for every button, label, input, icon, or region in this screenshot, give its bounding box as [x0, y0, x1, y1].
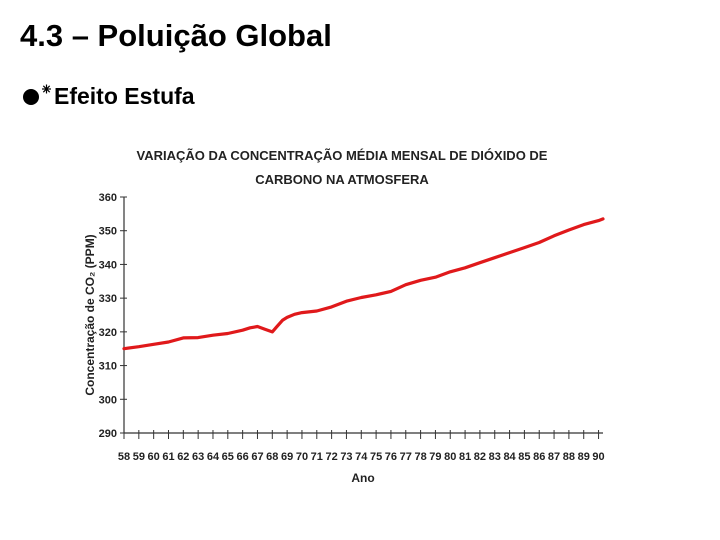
y-tick-label-310: 310 [99, 361, 117, 373]
y-tick-label-350: 350 [99, 226, 117, 238]
x-tick-label-74: 74 [355, 451, 368, 463]
x-tick-label-63: 63 [192, 451, 204, 463]
y-tick-label-340: 340 [99, 259, 117, 271]
x-tick-label-70: 70 [296, 451, 308, 463]
x-tick-label-90: 90 [592, 451, 604, 463]
x-tick-label-65: 65 [222, 451, 234, 463]
x-tick-label-68: 68 [266, 451, 278, 463]
x-tick-label-86: 86 [533, 451, 545, 463]
x-tick-label-89: 89 [578, 451, 590, 463]
x-tick-label-64: 64 [207, 451, 220, 463]
x-tick-label-60: 60 [148, 451, 160, 463]
y-tick-label-360: 360 [99, 192, 117, 204]
x-tick-label-62: 62 [177, 451, 189, 463]
x-tick-label-81: 81 [459, 451, 471, 463]
x-tick-label-84: 84 [503, 451, 516, 463]
y-tick-label-320: 320 [99, 327, 117, 339]
x-tick-label-83: 83 [489, 451, 501, 463]
x-tick-label-67: 67 [251, 451, 263, 463]
x-tick-label-73: 73 [340, 451, 352, 463]
x-tick-label-76: 76 [385, 451, 397, 463]
x-axis-label: Ano [351, 471, 374, 485]
x-tick-label-66: 66 [237, 451, 249, 463]
y-axis-label: Concentração de CO₂ (PPM) [83, 234, 97, 395]
x-tick-label-58: 58 [118, 451, 130, 463]
x-tick-label-87: 87 [548, 451, 560, 463]
chart-title-line-1: CARBONO NA ATMOSFERA [255, 172, 429, 187]
y-tick-label-300: 300 [99, 394, 117, 406]
slide-title: 4.3 – Poluição Global [20, 18, 332, 53]
x-tick-label-75: 75 [370, 451, 382, 463]
x-tick-label-69: 69 [281, 451, 293, 463]
x-tick-label-78: 78 [414, 451, 426, 463]
x-tick-label-72: 72 [325, 451, 337, 463]
sun-icon [23, 84, 51, 105]
x-tick-label-59: 59 [133, 451, 145, 463]
x-tick-label-85: 85 [518, 451, 530, 463]
x-tick-label-61: 61 [162, 451, 174, 463]
series-line-0 [122, 217, 605, 351]
x-tick-label-77: 77 [400, 451, 412, 463]
x-tick-label-71: 71 [311, 451, 323, 463]
y-tick-label-330: 330 [99, 293, 117, 305]
chart-title-line-0: VARIAÇÃO DA CONCENTRAÇÃO MÉDIA MENSAL DE… [137, 148, 548, 163]
x-tick-label-88: 88 [563, 451, 575, 463]
y-tick-label-290: 290 [99, 428, 117, 440]
x-tick-label-82: 82 [474, 451, 486, 463]
x-tick-label-80: 80 [444, 451, 456, 463]
x-tick-label-79: 79 [429, 451, 441, 463]
bullet-text: Efeito Estufa [54, 82, 195, 109]
bullet-item: Efeito Estufa [20, 80, 195, 112]
